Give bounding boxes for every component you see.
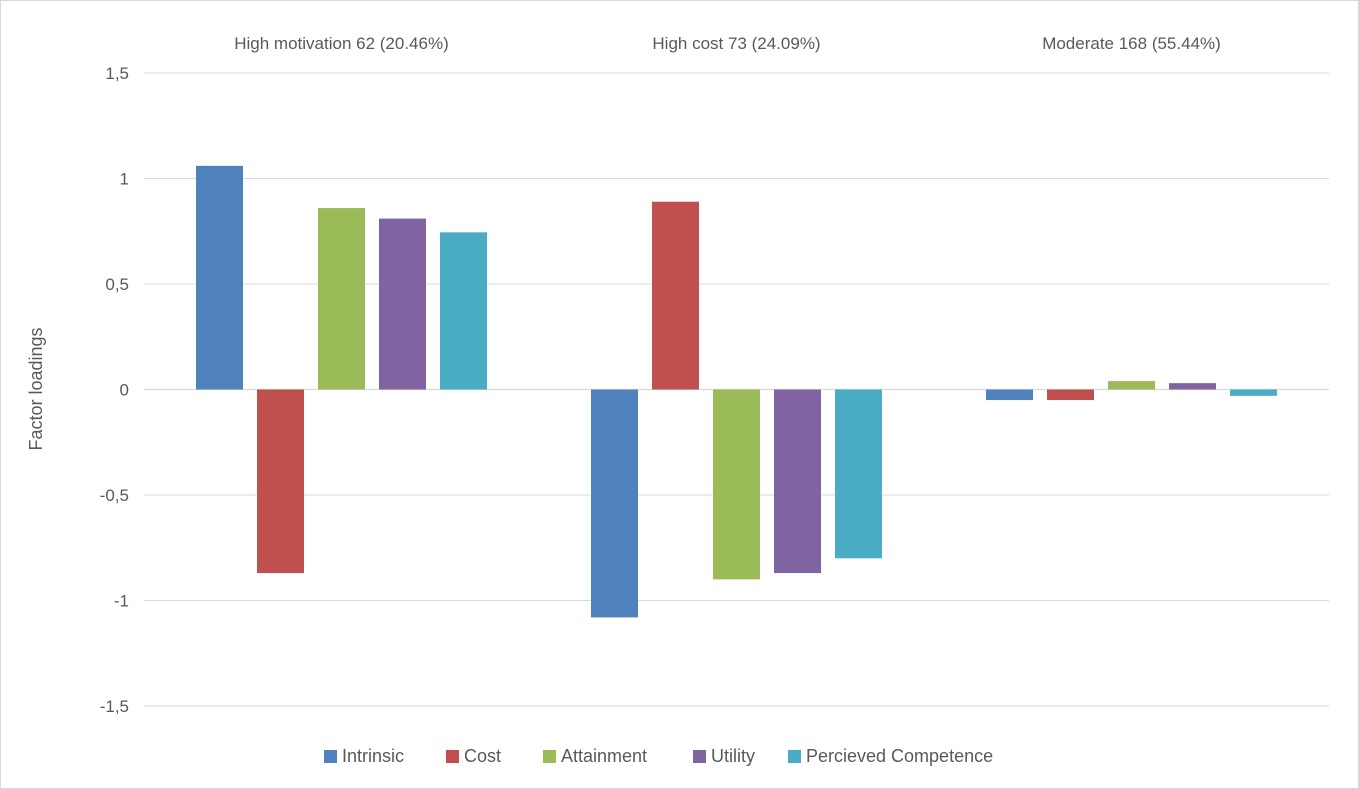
legend-swatch-utility bbox=[693, 750, 706, 763]
bar-utility-cat-1 bbox=[774, 389, 821, 574]
legend-label: Percieved Competence bbox=[806, 746, 993, 766]
y-tick-labels: 1,5 1 0,5 0 -0,5 -1 -1,5 bbox=[100, 64, 129, 716]
bar-attainment-cat-1 bbox=[713, 389, 760, 580]
bar-percieved-competence-cat-2 bbox=[1230, 389, 1277, 396]
bar-intrinsic-cat-1 bbox=[591, 389, 638, 618]
legend-swatch-percieved-competence bbox=[788, 750, 801, 763]
bar-cost-cat-2 bbox=[1047, 389, 1094, 401]
legend-label: Utility bbox=[711, 746, 755, 766]
category-label: High cost 73 (24.09%) bbox=[652, 34, 820, 53]
bar-attainment-cat-0 bbox=[318, 208, 365, 390]
bar-utility-cat-2 bbox=[1169, 383, 1216, 390]
category-label: High motivation 62 (20.46%) bbox=[234, 34, 449, 53]
bar-percieved-competence-cat-1 bbox=[835, 389, 882, 559]
y-tick-label: 1,5 bbox=[105, 64, 129, 83]
bars bbox=[196, 165, 1277, 618]
y-tick-label: -1 bbox=[114, 592, 129, 611]
y-tick-label: 1 bbox=[120, 170, 129, 189]
legend-label: Cost bbox=[464, 746, 501, 766]
legend-label: Intrinsic bbox=[342, 746, 404, 766]
bar-cost-cat-1 bbox=[652, 201, 699, 390]
bar-attainment-cat-2 bbox=[1108, 381, 1155, 390]
legend-swatch-attainment bbox=[543, 750, 556, 763]
legend-swatch-intrinsic bbox=[324, 750, 337, 763]
bar-cost-cat-0 bbox=[257, 389, 304, 574]
bar-intrinsic-cat-2 bbox=[986, 389, 1033, 401]
y-axis-title: Factor loadings bbox=[26, 327, 46, 450]
bar-intrinsic-cat-0 bbox=[196, 165, 243, 390]
legend-label: Attainment bbox=[561, 746, 647, 766]
legend-swatch-cost bbox=[446, 750, 459, 763]
category-label: Moderate 168 (55.44%) bbox=[1042, 34, 1221, 53]
legend: Intrinsic Cost Attainment Utility Percieved … bbox=[324, 746, 993, 766]
bar-percieved-competence-cat-0 bbox=[440, 232, 487, 390]
y-tick-label: 0 bbox=[120, 381, 129, 400]
y-tick-label: 0,5 bbox=[105, 275, 129, 294]
bar-utility-cat-0 bbox=[379, 218, 426, 390]
y-tick-label: -0,5 bbox=[100, 486, 129, 505]
category-labels: High motivation 62 (20.46%) High cost 73 … bbox=[234, 34, 1221, 53]
y-tick-label: -1,5 bbox=[100, 697, 129, 716]
